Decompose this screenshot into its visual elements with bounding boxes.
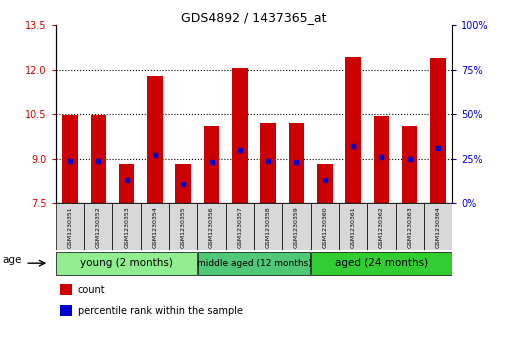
- Bar: [56, 252, 197, 275]
- Text: GSM1230354: GSM1230354: [152, 206, 157, 248]
- Bar: [311, 252, 452, 275]
- Text: GSM1230355: GSM1230355: [181, 206, 186, 248]
- Text: GSM1230363: GSM1230363: [407, 206, 412, 248]
- Text: GSM1230359: GSM1230359: [294, 206, 299, 248]
- Bar: [373, 115, 389, 203]
- Bar: [226, 203, 254, 250]
- Text: GSM1230361: GSM1230361: [351, 206, 356, 248]
- Text: age: age: [3, 255, 22, 265]
- Bar: [310, 203, 339, 250]
- Text: GSM1230362: GSM1230362: [379, 206, 384, 248]
- Bar: [367, 203, 396, 250]
- Bar: [62, 115, 78, 203]
- Bar: [198, 203, 226, 250]
- Bar: [261, 123, 276, 203]
- Text: GSM1230357: GSM1230357: [237, 206, 242, 248]
- Text: GSM1230358: GSM1230358: [266, 206, 271, 248]
- Bar: [430, 58, 446, 203]
- Bar: [119, 164, 135, 203]
- Bar: [402, 126, 418, 203]
- Bar: [289, 123, 304, 203]
- Bar: [254, 203, 282, 250]
- Bar: [204, 126, 219, 203]
- Bar: [232, 68, 247, 203]
- Bar: [424, 203, 452, 250]
- Bar: [90, 115, 106, 203]
- Text: young (2 months): young (2 months): [80, 258, 173, 268]
- Bar: [56, 203, 84, 250]
- Bar: [141, 203, 169, 250]
- Bar: [147, 76, 163, 203]
- Text: percentile rank within the sample: percentile rank within the sample: [78, 306, 243, 316]
- Bar: [84, 203, 112, 250]
- Bar: [60, 284, 72, 295]
- Bar: [282, 203, 310, 250]
- Text: middle aged (12 months): middle aged (12 months): [197, 259, 311, 268]
- Text: GSM1230353: GSM1230353: [124, 206, 129, 248]
- Text: count: count: [78, 285, 105, 294]
- Bar: [345, 57, 361, 203]
- Text: aged (24 months): aged (24 months): [335, 258, 428, 268]
- Bar: [112, 203, 141, 250]
- Title: GDS4892 / 1437365_at: GDS4892 / 1437365_at: [181, 11, 327, 24]
- Text: GSM1230351: GSM1230351: [68, 206, 73, 248]
- Bar: [317, 164, 333, 203]
- Bar: [60, 305, 72, 316]
- Bar: [396, 203, 424, 250]
- Bar: [175, 164, 191, 203]
- Text: GSM1230356: GSM1230356: [209, 206, 214, 248]
- Text: GSM1230364: GSM1230364: [435, 206, 440, 248]
- Text: GSM1230352: GSM1230352: [96, 206, 101, 248]
- Bar: [339, 203, 367, 250]
- Bar: [198, 252, 310, 275]
- Bar: [169, 203, 198, 250]
- Text: GSM1230360: GSM1230360: [322, 206, 327, 248]
